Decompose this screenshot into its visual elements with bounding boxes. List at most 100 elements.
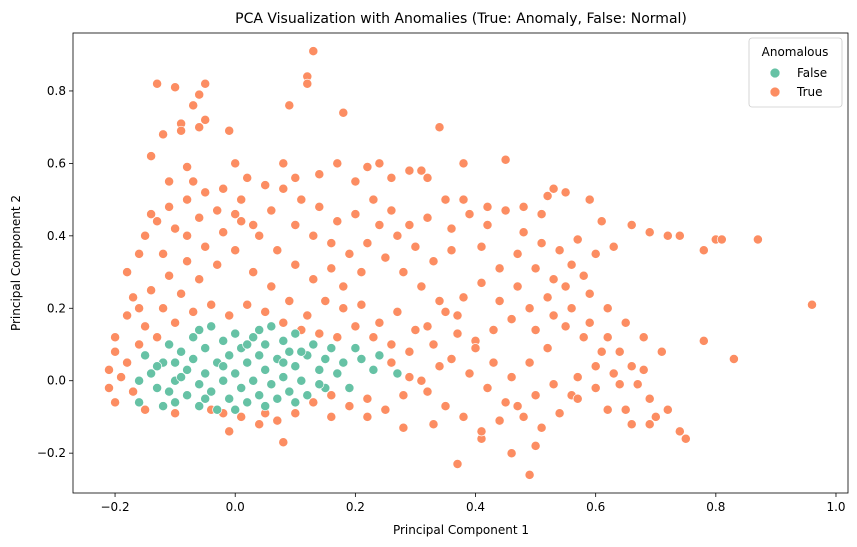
point-true-75 (110, 332, 121, 343)
point-true-71 (110, 397, 121, 408)
point-true-5 (194, 89, 205, 100)
point-true-19 (230, 158, 241, 169)
point-false-21 (218, 375, 229, 386)
point-true-221 (476, 426, 487, 437)
point-true-253 (458, 194, 469, 205)
point-true-137 (248, 267, 259, 278)
point-false-42 (284, 346, 295, 357)
point-false-73 (254, 325, 265, 335)
point-true-50 (626, 419, 637, 430)
point-true-64 (326, 411, 337, 422)
point-true-246 (584, 317, 595, 328)
point-true-42 (752, 234, 763, 245)
point-true-34 (596, 216, 607, 227)
point-true-56 (530, 440, 541, 451)
point-false-9 (182, 390, 193, 401)
point-false-10 (188, 332, 199, 343)
point-true-82 (164, 201, 175, 212)
x-tick-label: 0.4 (466, 500, 485, 514)
point-true-92 (350, 209, 361, 220)
point-false-6 (170, 397, 181, 408)
point-true-108 (560, 281, 571, 292)
point-true-267 (374, 220, 385, 230)
point-true-38 (674, 230, 685, 241)
point-false-63 (200, 393, 211, 404)
point-true-0 (308, 46, 319, 57)
point-true-100 (500, 205, 511, 216)
point-true-255 (518, 201, 529, 212)
point-false-72 (230, 404, 241, 415)
point-false-78 (356, 354, 367, 364)
point-false-31 (248, 375, 259, 386)
point-true-158 (596, 346, 607, 357)
y-tick-label: −0.2 (37, 446, 66, 460)
point-true-219 (512, 401, 523, 412)
point-true-96 (422, 212, 433, 223)
point-false-75 (134, 375, 145, 386)
point-true-199 (404, 346, 415, 357)
point-true-93 (368, 194, 379, 205)
point-true-156 (590, 383, 601, 393)
point-false-54 (332, 368, 343, 379)
point-true-30 (548, 183, 559, 194)
point-false-71 (194, 325, 205, 335)
point-true-115 (434, 296, 445, 306)
point-true-25 (458, 158, 469, 169)
point-true-239 (182, 230, 193, 241)
point-true-234 (290, 220, 301, 230)
point-true-94 (386, 205, 397, 216)
point-true-251 (620, 404, 631, 415)
point-false-11 (188, 354, 199, 364)
point-true-11 (194, 122, 205, 133)
point-true-164 (488, 357, 499, 368)
point-false-19 (212, 404, 223, 415)
point-false-23 (224, 393, 235, 404)
point-true-165 (470, 343, 481, 354)
point-true-114 (452, 310, 463, 321)
point-true-83 (182, 194, 193, 205)
point-false-20 (218, 335, 229, 346)
point-true-188 (206, 299, 217, 310)
point-false-35 (260, 364, 271, 375)
point-true-150 (482, 383, 493, 393)
point-false-16 (206, 321, 217, 332)
point-true-169 (398, 390, 409, 401)
point-true-264 (428, 256, 439, 267)
point-true-48 (614, 379, 625, 390)
point-true-49 (602, 404, 613, 415)
point-true-139 (284, 296, 295, 306)
point-true-33 (584, 194, 595, 205)
point-true-62 (398, 422, 409, 433)
point-true-180 (116, 372, 127, 383)
point-true-151 (500, 397, 511, 408)
point-true-223 (440, 401, 451, 412)
point-true-161 (542, 343, 553, 354)
point-true-44 (698, 335, 709, 346)
point-false-61 (164, 386, 175, 397)
point-true-133 (176, 288, 187, 299)
point-true-72 (104, 383, 114, 393)
point-false-14 (200, 343, 211, 354)
point-true-84 (200, 187, 211, 198)
y-tick-label: 0.2 (47, 301, 66, 315)
point-false-74 (290, 397, 301, 408)
point-true-263 (446, 245, 457, 256)
point-false-60 (152, 361, 163, 372)
legend-label-true: True (796, 85, 823, 99)
point-true-16 (146, 151, 157, 162)
point-true-149 (464, 368, 475, 379)
point-true-23 (416, 165, 427, 176)
point-true-157 (608, 368, 619, 379)
point-false-53 (326, 343, 337, 354)
point-true-129 (182, 256, 193, 267)
point-false-66 (260, 401, 271, 412)
point-true-17 (152, 78, 163, 89)
point-true-140 (302, 310, 313, 321)
point-true-231 (230, 209, 241, 220)
point-true-247 (602, 332, 613, 343)
point-true-174 (308, 397, 319, 408)
point-true-250 (662, 404, 673, 415)
point-true-206 (530, 263, 541, 274)
point-true-177 (254, 419, 265, 430)
point-true-148 (446, 354, 457, 364)
